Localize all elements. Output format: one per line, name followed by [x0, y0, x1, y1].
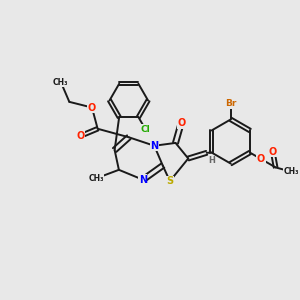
Text: CH₃: CH₃ [284, 167, 299, 176]
Text: O: O [257, 154, 265, 164]
Text: Br: Br [225, 99, 236, 108]
Text: O: O [76, 131, 85, 141]
Text: CH₃: CH₃ [53, 77, 69, 86]
Text: N: N [150, 141, 158, 151]
Text: O: O [269, 147, 277, 157]
Text: H: H [208, 156, 215, 165]
Text: N: N [139, 175, 147, 185]
Text: CH₃: CH₃ [88, 174, 104, 183]
Text: O: O [88, 103, 96, 112]
Text: S: S [166, 176, 173, 186]
Text: Cl: Cl [141, 125, 150, 134]
Text: O: O [177, 118, 185, 128]
